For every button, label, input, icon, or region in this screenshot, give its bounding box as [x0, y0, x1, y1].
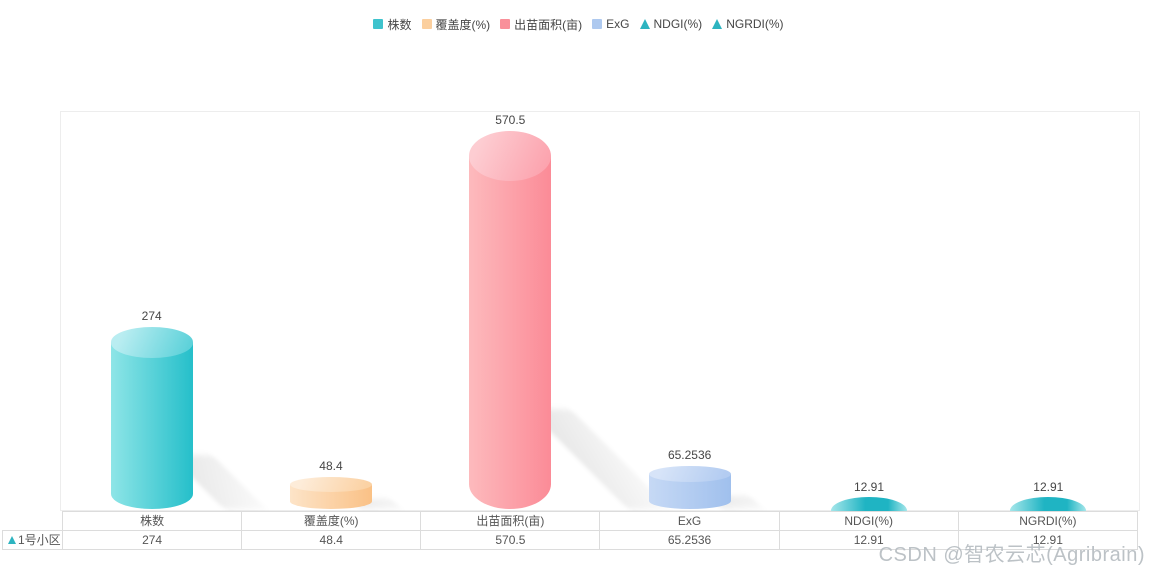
bar-top-cap	[648, 465, 731, 483]
legend-triangle-icon	[712, 19, 723, 29]
chart-bar-dome[interactable]	[830, 497, 907, 511]
table-header-cell: ExG	[599, 511, 780, 531]
data-table: 株数 覆盖度(%) 出苗面积(亩) ExG NDGI(%) NGRDI(%) 1号小区 27…	[2, 511, 1139, 550]
legend-square-icon	[500, 19, 511, 29]
bar-value-label: 65.2536	[667, 447, 712, 462]
legend-item-label: 株数	[387, 17, 412, 32]
table-header-cell: 株数	[61, 511, 243, 531]
legend-square-icon	[373, 19, 384, 29]
series-marker-icon	[8, 536, 16, 544]
legend-item-6[interactable]: NGRDI(%)	[712, 17, 784, 31]
table-header-cell: 出苗面积(亩)	[420, 511, 601, 531]
legend-triangle-icon	[639, 19, 650, 29]
legend-item-label: ExG	[606, 17, 630, 31]
chart-bar[interactable]	[110, 327, 193, 509]
bar-body	[110, 342, 193, 509]
chart-bar[interactable]	[469, 131, 552, 509]
table-row-label-text: 1号小区	[18, 533, 61, 547]
bar-top-cap	[469, 131, 552, 181]
legend-item-5[interactable]: NDGI(%)	[639, 17, 703, 31]
legend-square-icon	[592, 19, 603, 29]
bar-top-cap	[289, 476, 372, 493]
chart-bar[interactable]	[289, 476, 372, 509]
bar-value-label: 12.91	[1033, 480, 1064, 495]
plot-area	[60, 111, 1140, 511]
table-cell: 12.91	[957, 530, 1139, 550]
table-cell: 12.91	[778, 530, 959, 550]
table-corner-cell	[3, 512, 63, 531]
bar-value-label: 12.91	[853, 480, 884, 495]
legend-item-4[interactable]: ExG	[592, 17, 630, 31]
table-row-header[interactable]: 1号小区	[2, 530, 63, 550]
table-cell: 570.5	[420, 530, 601, 550]
bar-value-label: 274	[141, 309, 162, 324]
legend-item-1[interactable]: 株数	[373, 16, 412, 33]
bar-body	[469, 155, 552, 509]
chart-legend: 株数 覆盖度(%) 出苗面积(亩) ExG NDGI(%) NGRDI(%)	[0, 16, 1157, 32]
chart-bar-dome[interactable]	[1010, 497, 1087, 511]
legend-item-label: 出苗面积(亩)	[514, 17, 583, 32]
legend-item-label: 覆盖度(%)	[435, 17, 491, 32]
table-row-label[interactable]: 1号小区	[5, 532, 61, 549]
legend-square-icon	[421, 19, 432, 29]
table-cell: 65.2536	[599, 530, 780, 550]
legend-item-2[interactable]: 覆盖度(%)	[421, 16, 491, 33]
bar-value-label: 570.5	[495, 113, 526, 127]
table-cell: 274	[61, 530, 243, 550]
table-header-cell: 覆盖度(%)	[241, 511, 422, 531]
watermark: CSDN @智农云芯(Agribrain)	[878, 544, 1145, 566]
table-cell: 48.4	[241, 530, 422, 550]
chart-bar[interactable]	[648, 465, 731, 509]
table-header-cell: NDGI(%)	[778, 511, 959, 531]
table-header-cell: NGRDI(%)	[957, 511, 1139, 531]
bar-value-label: 48.4	[319, 458, 343, 473]
legend-item-3[interactable]: 出苗面积(亩)	[500, 16, 582, 33]
legend-item-label: NGRDI(%)	[726, 17, 784, 31]
legend-item-label: NDGI(%)	[653, 17, 703, 31]
bar-top-cap	[110, 327, 193, 358]
